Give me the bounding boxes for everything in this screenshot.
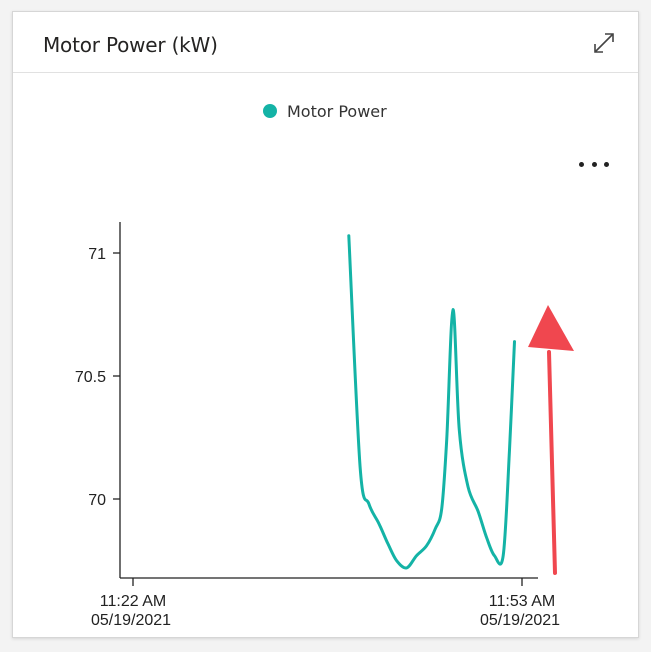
y-tick-label: 71 [88, 246, 106, 263]
x-tick-label-time: 11:53 AM [489, 593, 555, 610]
card-title: Motor Power (kW) [43, 33, 218, 57]
expand-icon[interactable] [590, 29, 618, 57]
card-header: Motor Power (kW) [13, 12, 638, 73]
x-tick-label-time: 11:22 AM [100, 593, 166, 610]
more-options-icon[interactable] [579, 157, 609, 171]
y-tick-label: 70 [88, 492, 106, 509]
series-line-motor-power [347, 234, 516, 570]
chart-legend[interactable]: Motor Power [263, 100, 387, 122]
x-tick-label-date: 05/19/2021 [480, 612, 560, 629]
y-tick-label: 70.5 [75, 369, 106, 386]
legend-label-motor-power: Motor Power [287, 101, 387, 121]
x-tick-label-date: 05/19/2021 [91, 612, 171, 629]
legend-marker [263, 104, 277, 118]
